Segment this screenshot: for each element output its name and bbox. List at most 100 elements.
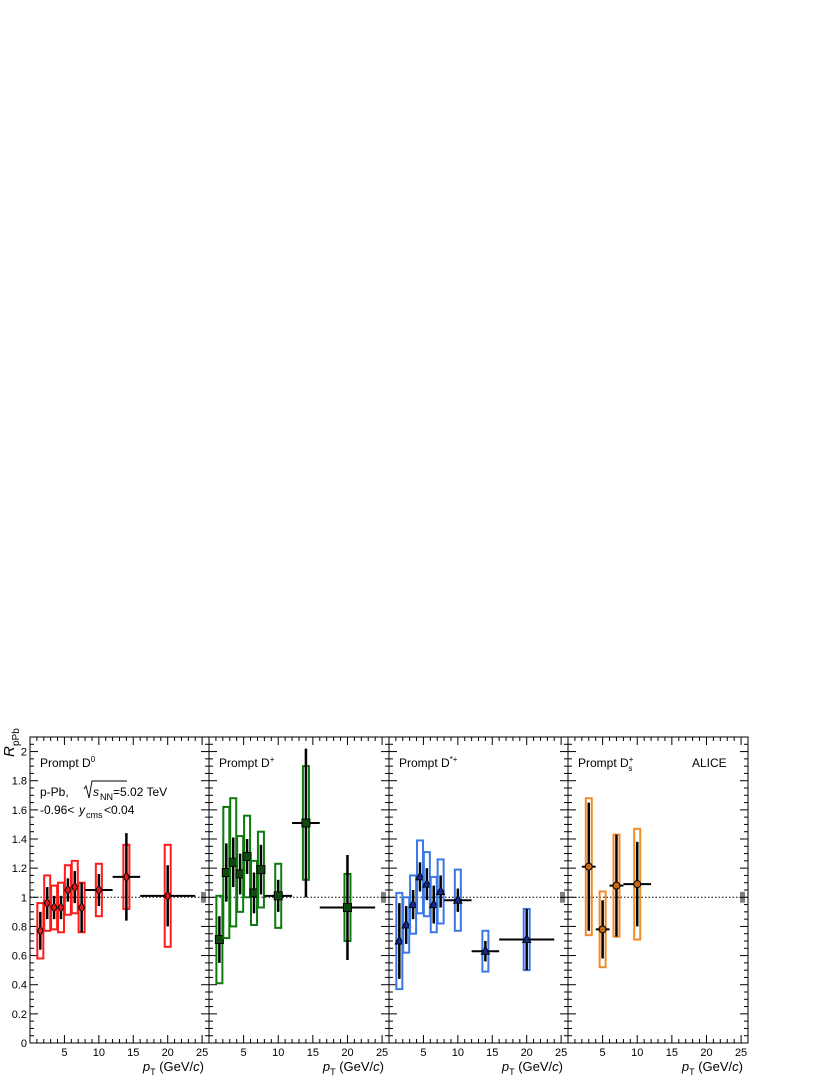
x-title-unit: (GeV/ <box>336 1059 374 1074</box>
marker-square <box>214 935 224 945</box>
panel-title: Prompt D+ s <box>578 755 634 773</box>
marker-diamond <box>122 870 130 883</box>
panel-title-sub: s <box>628 764 632 773</box>
x-axis-title: pT (GeV/c) <box>501 1059 563 1075</box>
rapidity-sub: cms <box>86 810 103 820</box>
x-tick-label: 20 <box>162 1047 174 1059</box>
data-point <box>85 862 113 918</box>
data-point <box>63 864 72 916</box>
rapidity-pre: -0.96< <box>40 803 74 817</box>
marker-triangle <box>422 878 432 888</box>
panel-title-sup: *+ <box>450 755 458 764</box>
x-tick-label: 15 <box>127 1047 139 1059</box>
x-tick-label: 10 <box>452 1047 464 1059</box>
data-point <box>394 891 405 991</box>
x-title-c: c <box>193 1059 200 1074</box>
panel-title-name: Prompt D <box>399 756 450 770</box>
data-point <box>242 814 252 899</box>
x-title-c: c <box>732 1059 739 1074</box>
x-title-unit: (GeV/ <box>695 1059 733 1074</box>
data-point <box>256 830 266 909</box>
x-axis-title: pT (GeV/c) <box>681 1059 743 1075</box>
marker-diamond <box>95 884 103 896</box>
x-tick-label: 15 <box>486 1047 498 1059</box>
experiment-label: ALICE <box>692 756 727 770</box>
panel-title-name: Prompt D <box>40 756 91 770</box>
x-tick-label: 25 <box>196 1047 208 1059</box>
data-point <box>499 907 555 972</box>
x-title-sub: T <box>330 1067 336 1075</box>
marker-triangle <box>428 898 439 909</box>
sqrt-sign-icon <box>83 780 127 799</box>
marker-circle <box>633 880 642 889</box>
marker-triangle <box>480 945 491 955</box>
x-tick-label: 5 <box>61 1047 67 1059</box>
x-title-c: c <box>552 1059 559 1074</box>
marker-triangle <box>521 933 532 944</box>
x-tick-label: 15 <box>307 1047 319 1059</box>
sqrt-s-sub: NN <box>100 792 113 802</box>
data-point <box>581 797 596 937</box>
x-tick-label: 25 <box>376 1047 388 1059</box>
panel-title-name: Prompt D <box>578 756 629 770</box>
marker-square <box>301 818 311 828</box>
x-title-p: p <box>142 1059 150 1074</box>
marker-circle <box>598 925 607 934</box>
marker-triangle <box>435 885 446 895</box>
x-title-sub: T <box>689 1067 695 1075</box>
marker-triangle <box>408 898 418 909</box>
data-point <box>56 881 65 934</box>
y-tick-label: 0.2 <box>12 1009 27 1021</box>
rapidity-var: y <box>78 803 86 817</box>
x-title-p: p <box>681 1059 689 1074</box>
panel-title-name: Prompt D <box>219 756 270 770</box>
data-point <box>609 833 624 938</box>
x-title-close: ) <box>739 1059 743 1074</box>
panel-title: Prompt D+ <box>219 755 275 770</box>
y-tick-label: 0 <box>21 1038 27 1050</box>
x-title-p: p <box>322 1059 330 1074</box>
marker-square <box>249 888 259 898</box>
marker-diamond <box>164 889 172 902</box>
marker-square <box>342 902 352 912</box>
data-point <box>214 894 224 985</box>
x-title-close: ) <box>200 1059 204 1074</box>
marker-diamond <box>78 901 86 914</box>
marker-triangle <box>415 870 425 881</box>
y-axis-title-sub: pPb <box>11 728 22 746</box>
x-tick-label: 20 <box>341 1047 353 1059</box>
y-tick-label: 1.6 <box>12 805 27 817</box>
y-tick-label: 0.4 <box>12 980 27 992</box>
x-axis-title: pT (GeV/c) <box>322 1059 384 1075</box>
x-tick-label: 25 <box>735 1047 747 1059</box>
marker-diamond <box>71 881 79 894</box>
system-label: p-Pb, <box>40 785 69 799</box>
x-title-sub: T <box>150 1067 156 1075</box>
x-tick-label: 10 <box>272 1047 284 1059</box>
x-tick-label: 20 <box>521 1047 533 1059</box>
x-title-close: ) <box>559 1059 563 1074</box>
collision-annotation: p-Pb, s NN =5.02 TeV -0.96< y cms <0.04 <box>40 780 167 820</box>
marker-square <box>256 865 266 875</box>
sqrt-s-label: s <box>93 785 99 799</box>
marker-square <box>242 851 252 861</box>
panel-title-sup: + <box>629 755 634 764</box>
panel-1: 5 10 15 20 25 0 0.2 0.4 0.6 0.8 1 1.2 1.4 1.6 1.8 2 pT (… <box>12 736 210 1075</box>
data-point <box>77 881 86 934</box>
y-tick-label: 2 <box>21 747 27 759</box>
data-point <box>595 890 610 969</box>
y-tick-label: 1.2 <box>12 863 27 875</box>
data-point <box>471 929 500 973</box>
y-tick-label: 0.6 <box>12 951 27 963</box>
data-point <box>292 748 320 898</box>
data-point <box>70 859 79 915</box>
marker-diamond <box>36 924 44 937</box>
panel-title-sup: + <box>270 755 275 764</box>
y-tick-label: 1.8 <box>12 776 27 788</box>
x-tick-label: 20 <box>700 1047 712 1059</box>
x-title-c: c <box>373 1059 380 1074</box>
